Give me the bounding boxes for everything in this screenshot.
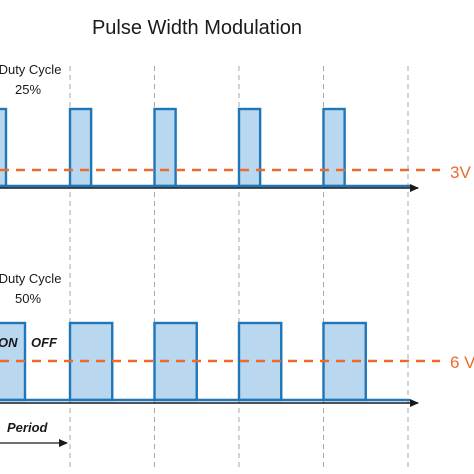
pulse-train-50	[0, 321, 367, 402]
average-voltage-label: 3V	[450, 163, 471, 182]
pulse-on-partial	[0, 107, 8, 188]
duty-cycle-value: 50%	[15, 291, 41, 306]
panel-duty-50: Duty Cycle 50% ON OFF 6 V	[0, 271, 474, 407]
period-label: Period	[7, 420, 49, 435]
off-label: OFF	[31, 335, 58, 350]
on-label: ON	[0, 335, 18, 350]
average-voltage-label: 6 V	[450, 353, 474, 372]
period-indicator: Period	[0, 420, 68, 447]
diagram-title: Pulse Width Modulation	[92, 17, 302, 39]
pulse-train-25	[0, 107, 346, 188]
pulse-on	[322, 107, 346, 188]
pulse-on	[153, 107, 177, 188]
pulse-on	[68, 107, 93, 188]
duty-cycle-label: Duty Cycle	[0, 62, 61, 77]
pulse-on	[68, 321, 114, 402]
panel-duty-25: Duty Cycle 25% 3V	[0, 62, 471, 192]
duty-cycle-value: 25%	[15, 82, 41, 97]
pulse-on	[237, 107, 262, 188]
duty-cycle-label: Duty Cycle	[0, 271, 61, 286]
